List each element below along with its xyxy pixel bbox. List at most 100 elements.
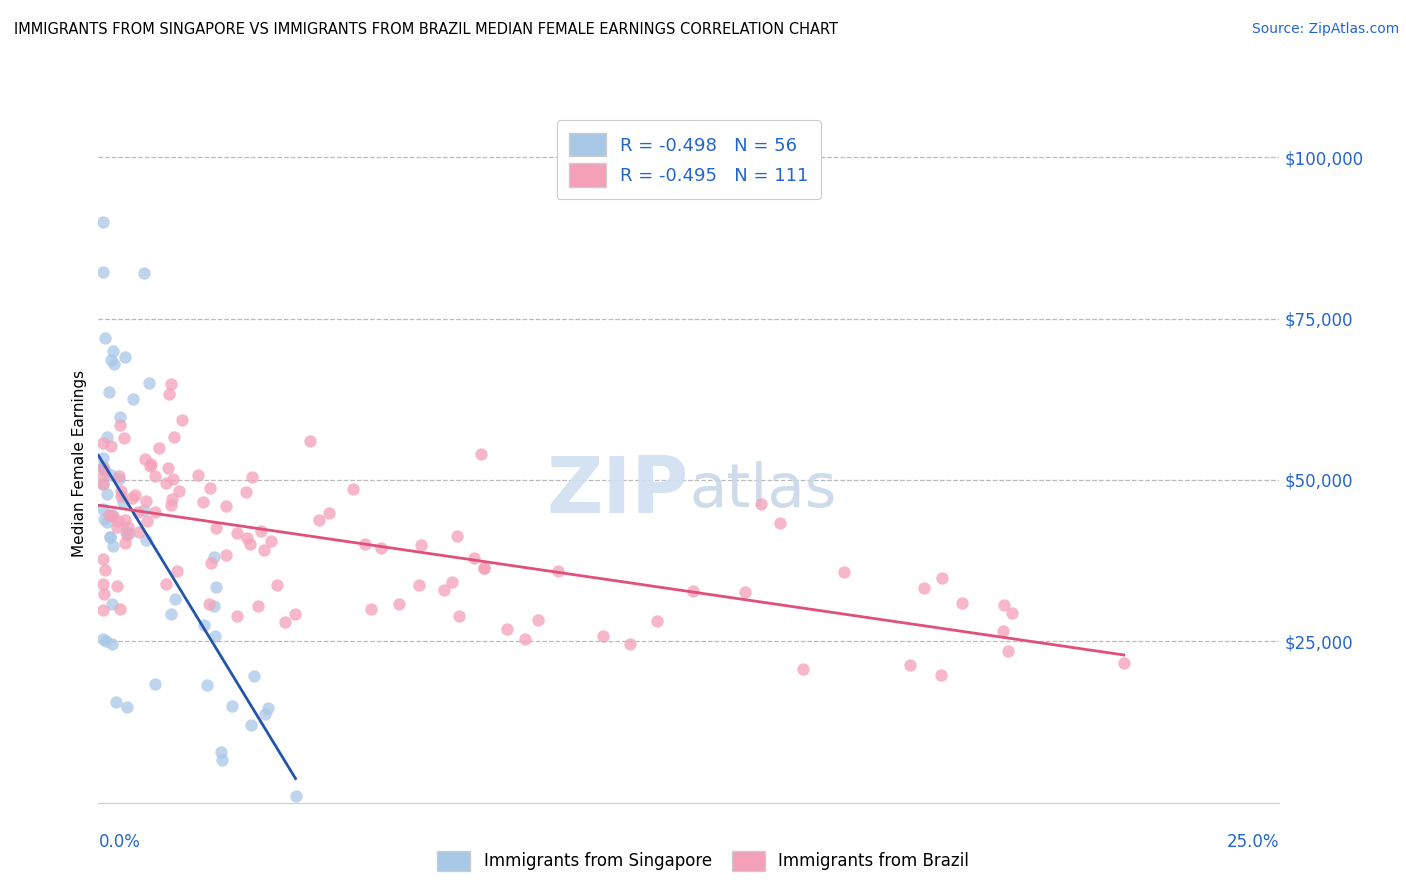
Point	[912, 581, 935, 595]
Point	[1112, 656, 1135, 670]
Point	[354, 537, 377, 551]
Point	[135, 494, 157, 508]
Point	[91, 215, 114, 229]
Point	[134, 451, 156, 466]
Point	[527, 613, 550, 627]
Point	[98, 529, 121, 543]
Point	[195, 678, 218, 692]
Point	[993, 624, 1015, 639]
Point	[408, 578, 430, 592]
Point	[931, 571, 953, 585]
Point	[98, 508, 121, 522]
Point	[235, 484, 257, 499]
Point	[246, 599, 269, 613]
Point	[121, 491, 143, 505]
Point	[249, 524, 271, 538]
Point	[832, 565, 855, 579]
Point	[645, 614, 668, 628]
Point	[165, 592, 187, 607]
Point	[205, 521, 228, 535]
Point	[239, 537, 262, 551]
Point	[929, 667, 952, 681]
Point	[143, 677, 166, 691]
Point	[284, 607, 307, 621]
Point	[132, 502, 155, 516]
Point	[496, 623, 519, 637]
Point	[751, 497, 773, 511]
Point	[619, 637, 641, 651]
Point	[253, 706, 276, 721]
Point	[139, 458, 162, 473]
Point	[111, 494, 134, 508]
Point	[197, 597, 219, 611]
Point	[160, 491, 183, 506]
Point	[100, 637, 122, 651]
Point	[166, 564, 188, 578]
Point	[202, 549, 225, 564]
Point	[792, 661, 814, 675]
Point	[167, 483, 190, 498]
Point	[112, 431, 135, 445]
Point	[193, 618, 215, 632]
Point	[226, 525, 249, 540]
Point	[91, 551, 114, 566]
Point	[91, 460, 114, 475]
Point	[100, 467, 122, 482]
Point	[993, 598, 1015, 612]
Point	[370, 541, 392, 555]
Point	[472, 561, 495, 575]
Point	[121, 392, 143, 406]
Point	[682, 583, 704, 598]
Point	[91, 469, 114, 483]
Point	[155, 476, 177, 491]
Point	[110, 483, 132, 498]
Point	[91, 477, 114, 491]
Point	[308, 513, 330, 527]
Point	[114, 535, 136, 549]
Point	[100, 352, 122, 367]
Point	[118, 525, 141, 540]
Point	[260, 533, 283, 548]
Point	[769, 516, 792, 531]
Point	[108, 409, 131, 424]
Point	[734, 585, 756, 599]
Point	[100, 439, 122, 453]
Point	[266, 578, 288, 592]
Point	[128, 524, 150, 539]
Point	[274, 615, 297, 629]
Point	[513, 632, 536, 647]
Point	[997, 644, 1019, 658]
Point	[446, 529, 468, 543]
Point	[91, 602, 114, 616]
Point	[114, 513, 136, 527]
Text: ZIP: ZIP	[547, 453, 689, 529]
Point	[115, 524, 138, 539]
Point	[440, 574, 463, 589]
Point	[1001, 607, 1024, 621]
Point	[139, 457, 162, 471]
Point	[257, 700, 280, 714]
Point	[215, 499, 238, 513]
Point	[155, 576, 177, 591]
Point	[409, 538, 432, 552]
Point	[117, 520, 139, 534]
Point	[110, 489, 132, 503]
Point	[93, 331, 115, 345]
Point	[135, 533, 157, 547]
Point	[159, 607, 181, 621]
Point	[226, 609, 249, 624]
Text: 0.0%: 0.0%	[98, 833, 141, 851]
Point	[101, 344, 124, 359]
Point	[160, 376, 183, 391]
Point	[101, 597, 124, 611]
Point	[93, 512, 115, 526]
Point	[94, 464, 117, 478]
Point	[100, 508, 122, 523]
Point	[107, 514, 129, 528]
Point	[91, 450, 114, 465]
Point	[107, 519, 129, 533]
Point	[243, 669, 266, 683]
Point	[105, 579, 128, 593]
Point	[91, 460, 114, 475]
Point	[162, 472, 184, 486]
